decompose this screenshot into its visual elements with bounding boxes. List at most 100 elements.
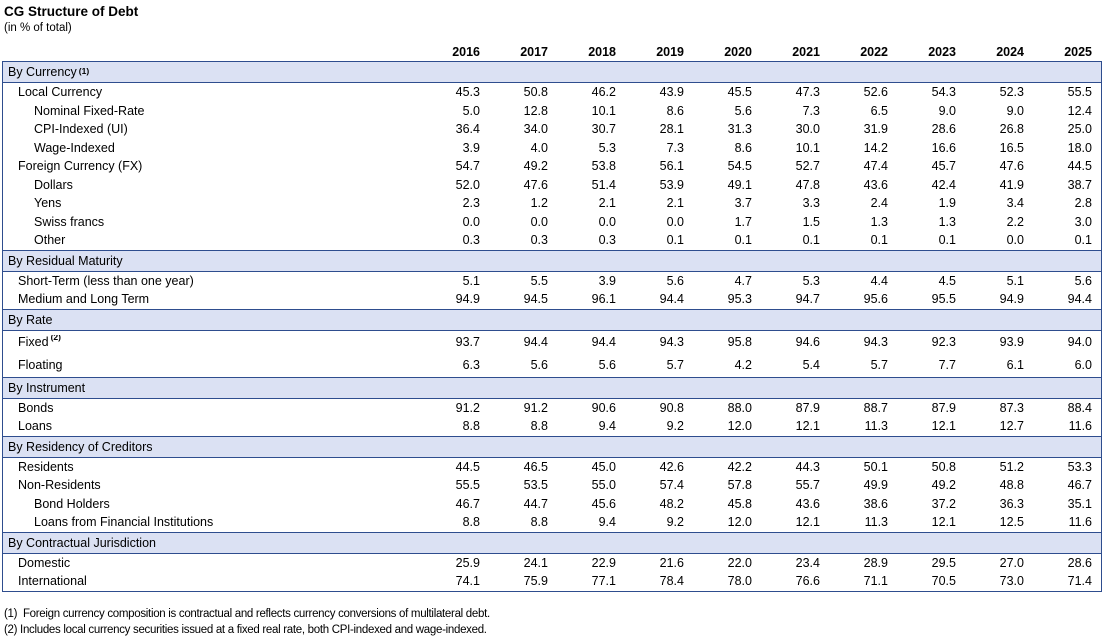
section-header: By Contractual Jurisdiction	[3, 531, 1101, 554]
value-cell: 5.7	[666, 358, 684, 372]
value-cell: 25.0	[1067, 122, 1092, 137]
value-cell: 5.6	[530, 358, 548, 372]
value-cell: 78.4	[659, 574, 684, 589]
value-cell: 10.1	[591, 103, 616, 118]
value-cell: 28.6	[931, 122, 956, 137]
value-cell: 0.1	[938, 233, 956, 248]
value-cell: 1.9	[938, 196, 956, 211]
table-row: Fixed (2) 93.7 94.4 94.4 94.3 95.8 94.6 94.3 92.3…	[3, 330, 1101, 354]
value-cell: 2.8	[1074, 196, 1092, 211]
section-header-label: By Rate	[8, 312, 53, 327]
row-label: Dollars	[3, 178, 420, 192]
value-cell: 1.3	[870, 214, 888, 229]
section-header: By Currency (1)	[3, 61, 1101, 83]
value-cell: 7.3	[666, 140, 684, 155]
value-cell: 5.4	[802, 358, 820, 372]
value-cell: 31.3	[727, 122, 752, 137]
value-cell: 94.4	[523, 335, 548, 349]
value-cell: 35.1	[1067, 496, 1092, 511]
value-cell: 2.1	[598, 196, 616, 211]
row-label-text: Short-Term (less than one year)	[18, 273, 194, 288]
value-cell: 87.9	[795, 400, 820, 415]
value-cell: 52.3	[999, 85, 1024, 100]
value-cell: 0.3	[462, 233, 480, 248]
row-label-text: Loans	[18, 419, 53, 434]
value-cell: 12.1	[795, 419, 820, 434]
value-cell: 46.7	[1067, 478, 1092, 493]
value-cell: 5.1	[462, 273, 480, 288]
value-cell: 52.7	[795, 159, 820, 174]
value-cell: 95.8	[727, 335, 752, 349]
year-column-header: 2023	[928, 45, 956, 59]
value-cell: 54.7	[455, 159, 480, 174]
value-cell: 95.3	[727, 292, 752, 307]
value-cell: 29.5	[931, 555, 956, 570]
year-header-row: 2016 2017 2018 2019 2020 2021 2022 2023 2024 2025	[3, 41, 1107, 61]
table-row: Loans 8.8 8.8 9.4 9.2 12.0 12.1 11.3 12.1 12.7 11.…	[3, 417, 1101, 436]
row-label: Nominal Fixed-Rate	[3, 104, 420, 118]
value-cell: 5.6	[734, 103, 752, 118]
value-cell: 4.7	[734, 273, 752, 288]
year-column-header: 2021	[792, 45, 820, 59]
value-cell: 47.6	[523, 177, 548, 192]
row-label-text: Yens	[34, 196, 62, 211]
value-cell: 44.7	[523, 496, 548, 511]
value-cell: 28.1	[659, 122, 684, 137]
value-cell: 41.9	[999, 177, 1024, 192]
row-label: International	[3, 574, 420, 588]
value-cell: 2.4	[870, 196, 888, 211]
section-header-label: By Residency of Creditors	[8, 439, 153, 454]
value-cell: 3.0	[1074, 214, 1092, 229]
table-row: Dollars 52.0 47.6 51.4 53.9 49.1 47.8 43.6 42.4 4…	[3, 175, 1101, 194]
value-cell: 1.2	[530, 196, 548, 211]
value-cell: 45.7	[931, 159, 956, 174]
value-cell: 6.0	[1074, 358, 1092, 372]
row-label: Loans from Financial Institutions	[3, 515, 420, 529]
value-cell: 51.2	[999, 459, 1024, 474]
value-cell: 47.3	[795, 85, 820, 100]
value-cell: 87.9	[931, 400, 956, 415]
value-cell: 56.1	[659, 159, 684, 174]
year-column-header: 2017	[520, 45, 548, 59]
year-column-header: 2024	[996, 45, 1024, 59]
value-cell: 50.8	[523, 85, 548, 100]
section-header: By Instrument	[3, 376, 1101, 399]
value-cell: 77.1	[591, 574, 616, 589]
value-cell: 74.1	[455, 574, 480, 589]
value-cell: 12.1	[931, 515, 956, 530]
value-cell: 0.0	[666, 214, 684, 229]
value-cell: 51.4	[591, 177, 616, 192]
value-cell: 90.6	[591, 400, 616, 415]
row-label: Domestic	[3, 556, 420, 570]
section-header-label: By Instrument	[8, 380, 86, 395]
value-cell: 96.1	[591, 292, 616, 307]
value-cell: 11.6	[1068, 419, 1092, 434]
value-cell: 12.0	[727, 515, 752, 530]
value-cell: 71.4	[1067, 574, 1092, 589]
row-label: Bond Holders	[3, 497, 420, 511]
value-cell: 8.8	[530, 515, 548, 530]
table-row: Residents 44.5 46.5 45.0 42.6 42.2 44.3 50.1 50.…	[3, 457, 1101, 476]
value-cell: 5.6	[1074, 273, 1092, 288]
value-cell: 43.6	[795, 496, 820, 511]
value-cell: 16.5	[999, 140, 1024, 155]
row-label: Medium and Long Term	[3, 292, 420, 306]
value-cell: 92.3	[931, 335, 956, 349]
table-row: Swiss francs 0.0 0.0 0.0 0.0 1.7 1.5 1.3 1.3 2.2 3…	[3, 212, 1101, 231]
value-cell: 53.5	[523, 478, 548, 493]
value-cell: 27.0	[999, 555, 1024, 570]
value-cell: 47.4	[863, 159, 888, 174]
footnote-marker: (2)	[50, 335, 61, 342]
row-label: Local Currency	[3, 85, 420, 99]
value-cell: 7.3	[802, 103, 820, 118]
row-label-text: Floating	[18, 358, 63, 372]
row-label: Swiss francs	[3, 215, 420, 229]
value-cell: 4.2	[734, 358, 752, 372]
row-label: CPI-Indexed (UI)	[3, 122, 420, 136]
value-cell: 6.3	[462, 358, 480, 372]
value-cell: 31.9	[863, 122, 888, 137]
value-cell: 5.3	[802, 273, 820, 288]
value-cell: 0.1	[666, 233, 684, 248]
value-cell: 12.8	[523, 103, 548, 118]
